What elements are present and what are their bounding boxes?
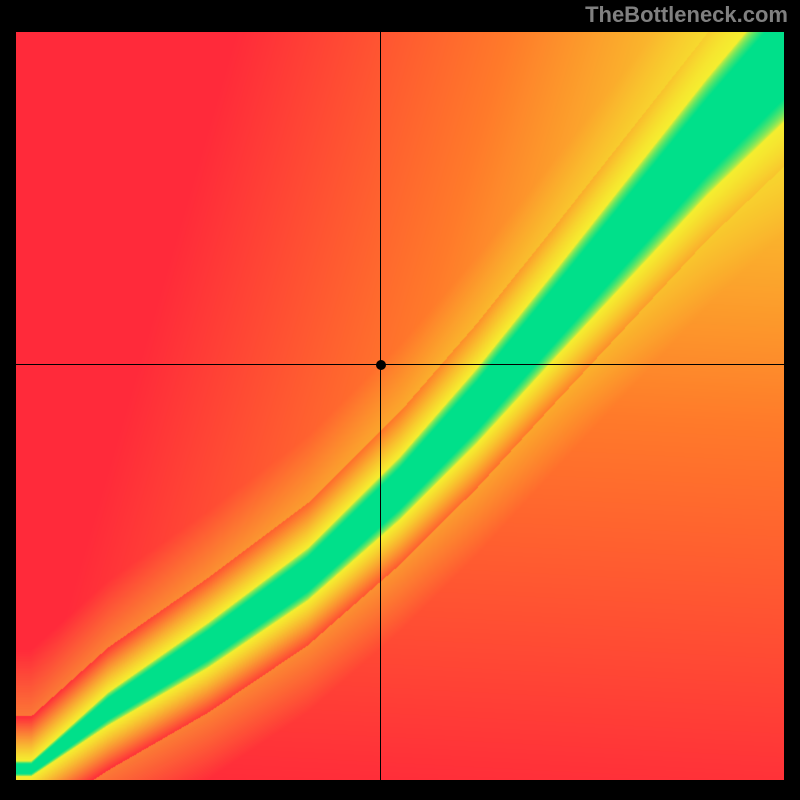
crosshair-point xyxy=(376,360,386,370)
crosshair-horizontal xyxy=(16,364,784,365)
chart-container: TheBottleneck.com xyxy=(0,0,800,800)
heatmap-plot xyxy=(16,32,784,780)
watermark-text: TheBottleneck.com xyxy=(585,2,788,28)
heatmap-canvas xyxy=(16,32,784,780)
crosshair-vertical xyxy=(380,32,381,780)
